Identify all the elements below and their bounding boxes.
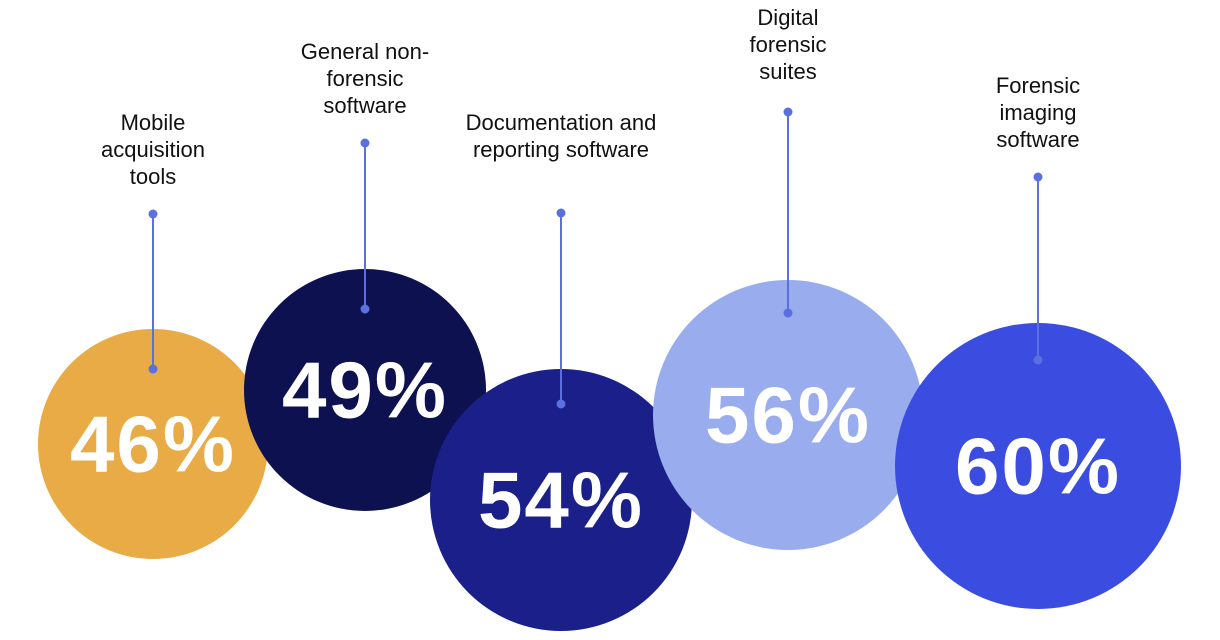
dot — [556, 399, 566, 409]
category-label: General non-forensic software — [300, 39, 430, 118]
bubble — [895, 323, 1181, 609]
category-label: Mobile acquisition tools — [101, 110, 205, 189]
category-label: Digital forensic suites — [749, 5, 827, 84]
percent-label: 49% — [282, 346, 448, 435]
bubble — [653, 280, 923, 550]
dot — [360, 304, 370, 314]
percent-label: 54% — [478, 456, 644, 545]
category-label: Documentation and reporting software — [465, 110, 657, 162]
bubble — [244, 269, 486, 511]
dot — [148, 364, 158, 374]
percent-label: 60% — [955, 422, 1121, 511]
percent-label: 56% — [705, 371, 871, 460]
percent-label: 46% — [70, 400, 236, 489]
dot — [556, 208, 566, 218]
dot — [783, 308, 793, 318]
dot — [148, 209, 158, 219]
bubble — [430, 369, 692, 631]
dot — [360, 138, 370, 148]
bubble — [38, 329, 268, 559]
dot — [783, 107, 793, 117]
dot — [1033, 355, 1043, 365]
category-label: Forensic imaging software — [995, 73, 1081, 152]
dot — [1033, 172, 1043, 182]
